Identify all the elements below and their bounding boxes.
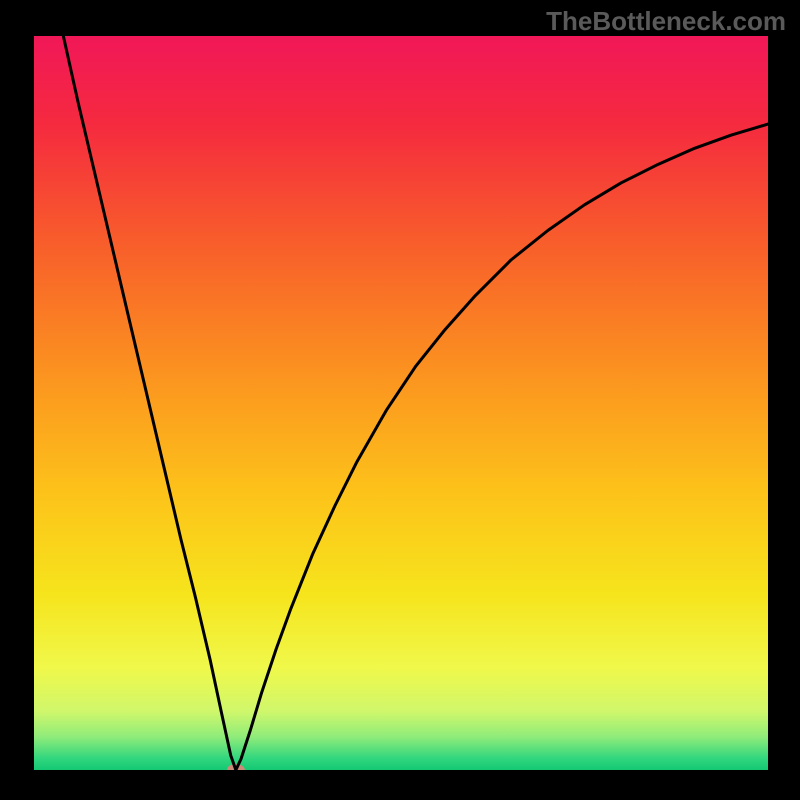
chart-background	[34, 36, 768, 770]
plot-area	[34, 36, 768, 770]
watermark-text: TheBottleneck.com	[546, 6, 786, 37]
chart-svg	[34, 36, 768, 770]
